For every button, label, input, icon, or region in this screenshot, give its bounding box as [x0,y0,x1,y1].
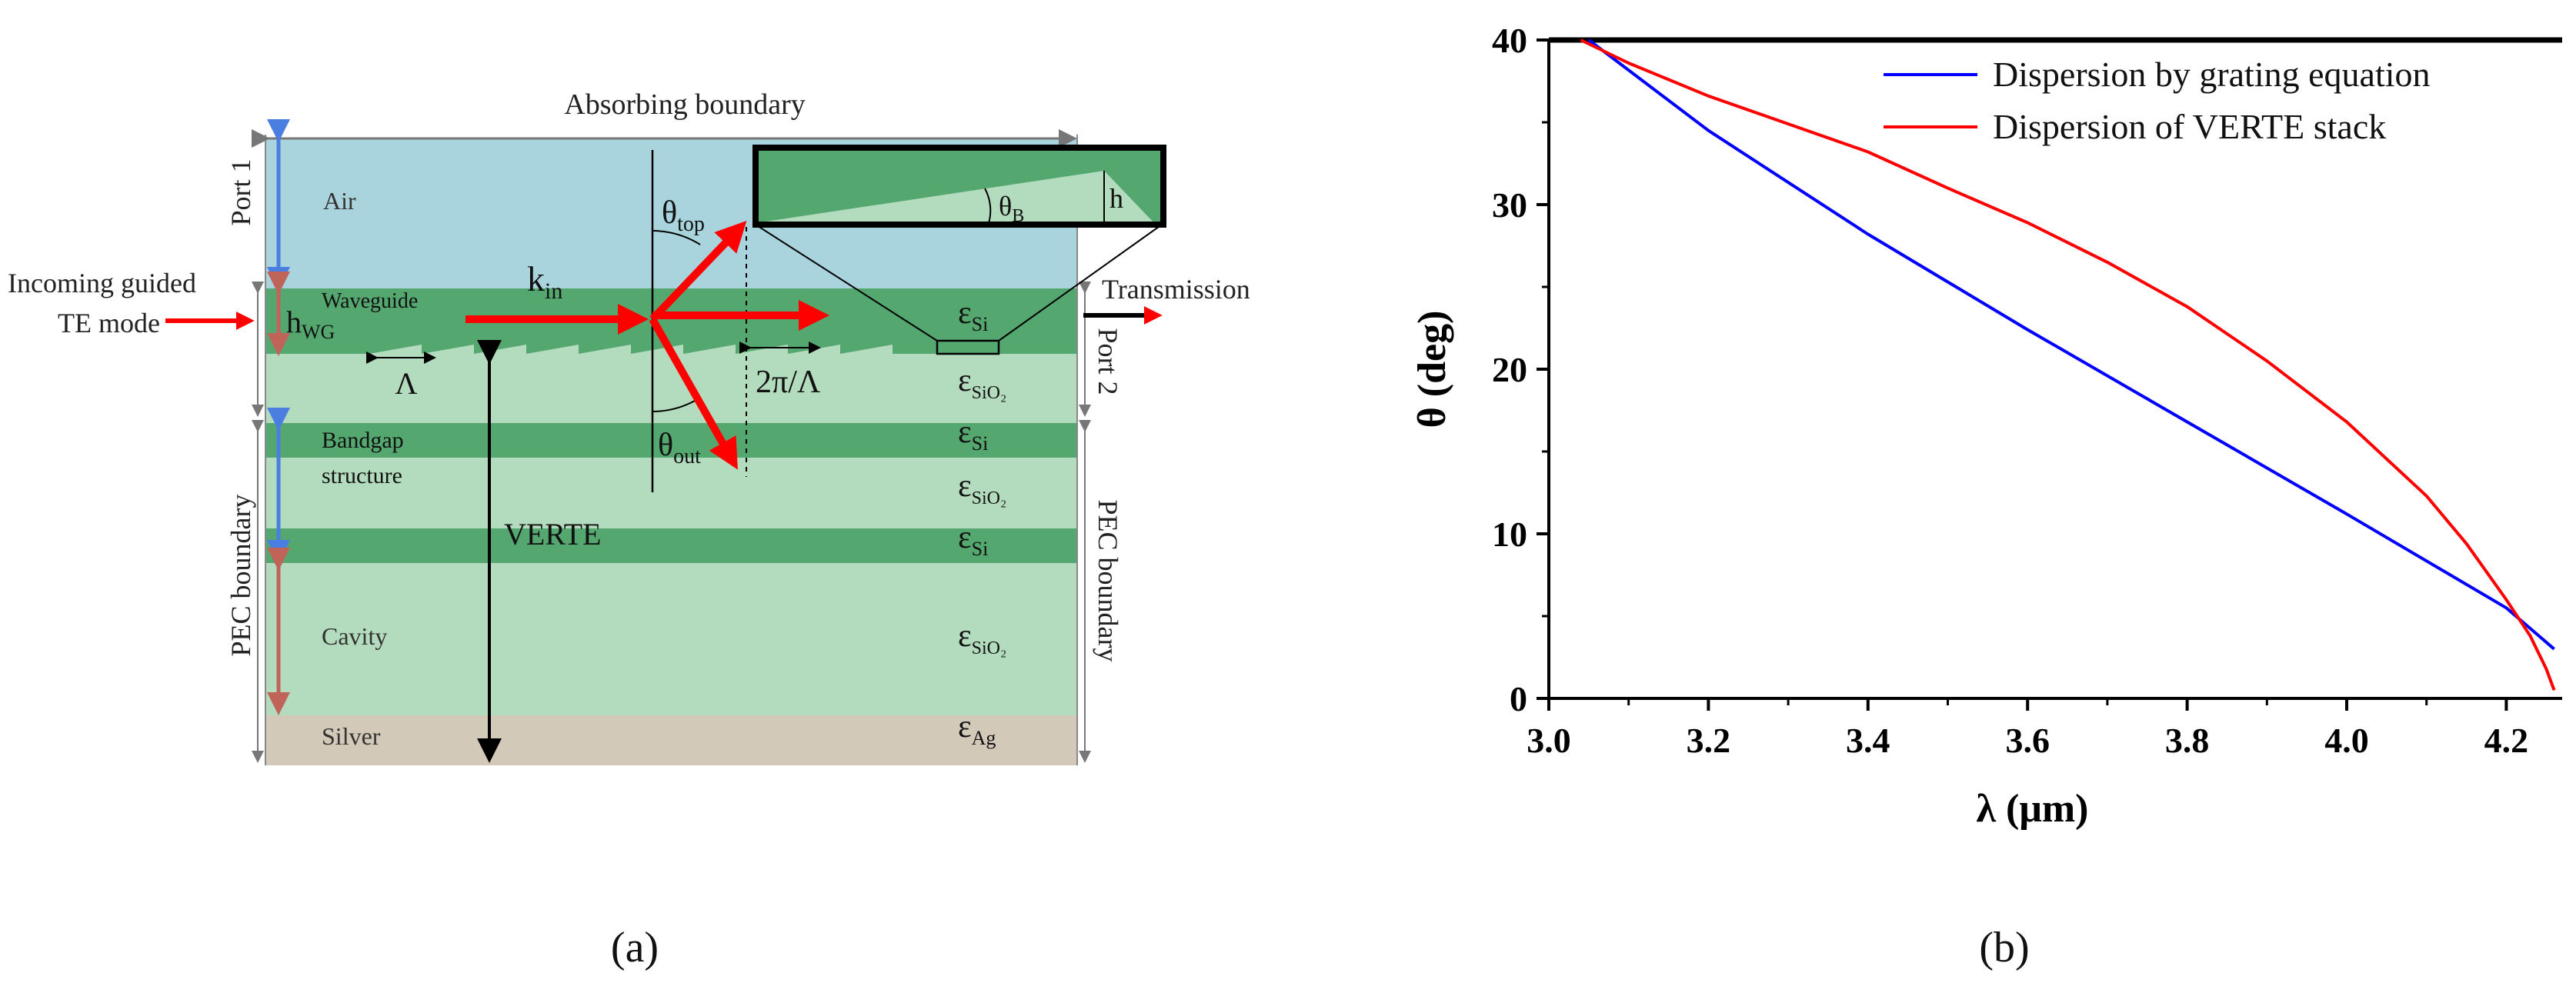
y-tick-label-3: 30 [1492,185,1527,225]
incoming-label-line2: TE mode [58,308,160,338]
panel-a-caption: (a) [611,924,659,971]
inset-zoom: θB h [752,145,1166,228]
theta-top-label: θtop [662,195,705,236]
series-line-verte-stack [1580,38,2556,691]
x-tick-label-5: 4.0 [2324,721,2369,760]
transmission-label: Transmission [1102,274,1250,305]
legend-label-1: Dispersion of VERTE stack [1993,107,2386,146]
top-out-arrow [649,220,747,322]
cavity-label: Cavity [322,622,387,650]
x-tick-label-0: 3.0 [1527,721,1571,760]
x-tick-label-4: 3.8 [2165,721,2210,760]
epsilon-si-3: εSi [958,520,988,560]
theta-out-label: θout [658,428,701,468]
grating-vector-label: 2π/Λ [756,365,821,400]
cavity-layer [265,563,1077,715]
y-tick-label-2: 20 [1492,350,1527,389]
port1-label: Port 1 [225,158,256,225]
sio2-layer-1 [265,354,1077,423]
x-tick-label-6: 4.2 [2484,721,2529,760]
bandgap-label-line2: structure [322,463,402,488]
bottom-out-arrow [649,317,738,470]
bandgap-label-line1: Bandgap [322,428,404,453]
inset-theta-b-label: θB [999,191,1024,226]
air-label: Air [323,187,356,215]
epsilon-si-1: εSi [958,295,988,335]
verte-label: VERTE [504,517,601,551]
y-tick-label-4: 40 [1492,21,1527,60]
grating-highlight-box [936,339,1000,355]
silver-layer [265,715,1077,765]
x-axis-label: λ (μm) [1977,787,2089,831]
period-label: Λ [395,366,417,401]
epsilon-sio2-2: εSiO₂ [958,468,1006,508]
x-tick-label-3: 3.6 [2005,721,2050,760]
panel-b-caption: (b) [1979,924,2029,971]
k-in-label: kin [527,259,562,304]
si-layer-2 [265,528,1077,563]
h-wg-label: hWG [286,305,335,343]
y-axis-label: θ (deg) [1410,311,1454,428]
port2-label: Port 2 [1093,328,1123,395]
silver-label: Silver [322,722,381,750]
panel-b-chart: 3.0 3.2 3.4 3.6 3.8 4.0 4.2 0 10 20 30 40 λ (μm) θ (d… [1410,21,2562,831]
sio2-layer-2 [265,458,1077,528]
epsilon-si-2: εSi [958,415,988,455]
inset-h-label: h [1109,183,1123,214]
y-tick-label-0: 0 [1510,679,1527,718]
si-layer-1 [265,423,1077,458]
incoming-label-line1: Incoming guided [8,268,196,298]
series-line-grating-equation [1587,38,2555,651]
epsilon-sio2-3: εSiO₂ [958,618,1006,658]
y-tick-label-1: 10 [1492,515,1527,554]
absorbing-boundary-label: Absorbing boundary [564,88,805,121]
pec-left-label: PEC boundary [225,495,256,657]
panel-a: Absorbing boundary Port 1 PEC boundary P… [8,88,1250,971]
waveguide-label: Waveguide [322,289,418,313]
epsilon-sio2-1: εSiO₂ [958,363,1006,403]
x-tick-label-2: 3.4 [1846,721,1890,760]
epsilon-ag: εAg [958,709,996,749]
pec-right-label: PEC boundary [1093,500,1123,662]
x-tick-label-1: 3.2 [1687,721,1731,760]
legend-label-0: Dispersion by grating equation [1993,55,2431,94]
epsilon-labels: εSi εSiO₂ εSi εSiO₂ εSi εSiO₂ εAg [958,295,1006,749]
